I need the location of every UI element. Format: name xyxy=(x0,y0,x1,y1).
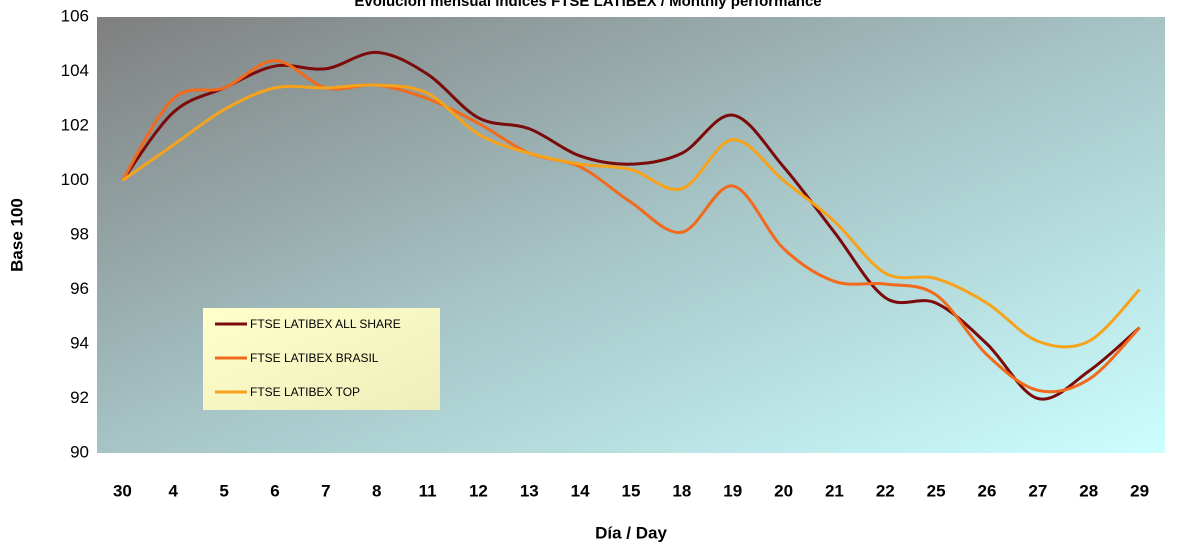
x-tick-label: 13 xyxy=(520,481,539,500)
x-tick-label: 27 xyxy=(1028,481,1047,500)
x-axis-label: Día / Day xyxy=(595,523,667,542)
series-line xyxy=(121,83,1141,349)
x-tick-label: 30 xyxy=(113,481,132,500)
x-tick-label: 12 xyxy=(469,481,488,500)
y-tick-label: 102 xyxy=(61,115,89,134)
x-tick-label: 26 xyxy=(978,481,997,500)
legend-label: FTSE LATIBEX TOP xyxy=(250,385,360,399)
x-tick-label: 20 xyxy=(774,481,793,500)
x-tick-label: 22 xyxy=(876,481,895,500)
y-tick-label: 98 xyxy=(70,224,89,243)
x-tick-label: 7 xyxy=(321,481,330,500)
legend-label: FTSE LATIBEX BRASIL xyxy=(250,351,379,365)
x-tick-label: 15 xyxy=(622,481,641,500)
series-line xyxy=(121,59,1141,394)
x-tick-label: 25 xyxy=(927,481,946,500)
x-tick-label: 29 xyxy=(1130,481,1149,500)
x-tick-label: 4 xyxy=(169,481,179,500)
y-tick-label: 94 xyxy=(70,333,89,352)
x-tick-label: 18 xyxy=(672,481,691,500)
x-tick-label: 28 xyxy=(1079,481,1098,500)
legend-label: FTSE LATIBEX ALL SHARE xyxy=(250,317,401,331)
x-tick-label: 8 xyxy=(372,481,381,500)
y-tick-label: 104 xyxy=(61,61,89,80)
x-tick-label: 5 xyxy=(219,481,228,500)
y-tick-label: 100 xyxy=(61,170,89,189)
y-tick-label: 96 xyxy=(70,279,89,298)
x-tick-label: 19 xyxy=(723,481,742,500)
x-tick-label: 21 xyxy=(825,481,844,500)
y-tick-label: 90 xyxy=(70,442,89,461)
chart-title: Evolución mensual índices FTSE LATIBEX /… xyxy=(354,0,821,10)
x-tick-label: 6 xyxy=(270,481,279,500)
y-tick-label: 106 xyxy=(61,6,89,25)
x-tick-label: 11 xyxy=(419,481,437,500)
y-axis-label: Base 100 xyxy=(7,198,26,272)
x-tick-label: 14 xyxy=(571,481,590,500)
y-tick-label: 92 xyxy=(70,388,89,407)
